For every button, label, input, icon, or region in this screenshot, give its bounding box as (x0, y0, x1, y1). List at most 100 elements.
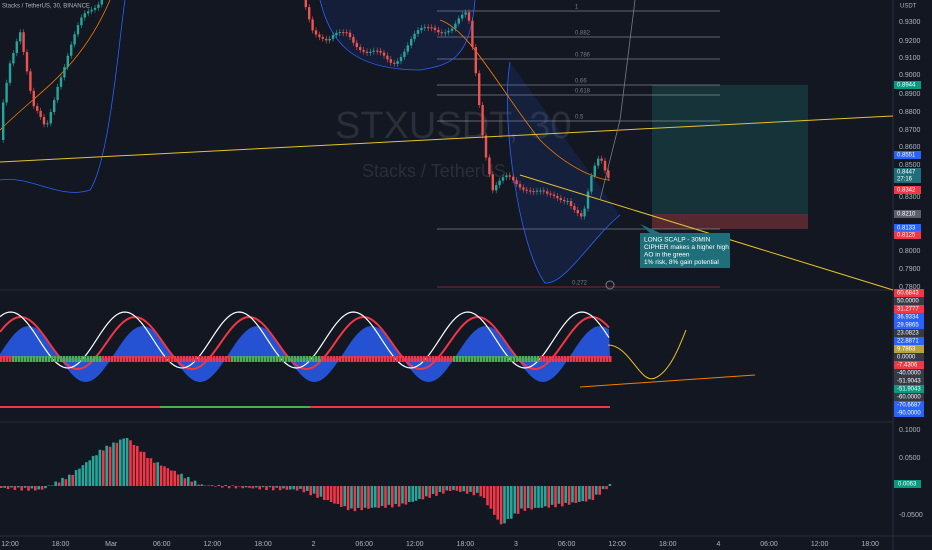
money-flow (315, 356, 318, 362)
candle-body (501, 177, 505, 181)
ao-bar (10, 486, 13, 488)
price-label: 0.8300 (899, 194, 921, 201)
long-stop-zone (652, 214, 808, 229)
ao-bar (584, 486, 588, 502)
money-flow (36, 356, 39, 362)
money-flow (585, 356, 588, 362)
money-flow (297, 356, 300, 362)
osc-badge-label: -70.6687 (897, 403, 921, 409)
money-flow (414, 356, 417, 362)
money-flow (60, 356, 63, 362)
ao-bar (418, 486, 421, 500)
ao-bar (173, 470, 176, 486)
money-flow (444, 356, 447, 362)
ao-bar (146, 457, 149, 486)
candle-body (100, 0, 103, 5)
candle-body (348, 32, 352, 38)
money-flow (63, 356, 66, 362)
time-label: 06:00 (355, 541, 373, 548)
candle-body (542, 190, 545, 192)
ao-bar (149, 458, 153, 486)
osc-badge (894, 369, 924, 377)
osc-badge (894, 361, 924, 369)
ao-bar (78, 468, 81, 486)
wave-area (0, 326, 610, 382)
ao-label: -0.0500 (899, 512, 923, 519)
money-flow (510, 356, 513, 362)
time-label: 12:00 (1, 541, 19, 548)
money-flow (240, 356, 243, 362)
ao-bar (64, 479, 68, 486)
money-flow (126, 356, 129, 362)
candle-body (5, 82, 8, 103)
time-label: 18:00 (457, 541, 475, 548)
money-flow (279, 356, 282, 362)
candle-body (447, 30, 450, 33)
money-flow (495, 356, 498, 362)
money-flow (90, 356, 93, 362)
money-flow (555, 356, 558, 362)
osc-badge (894, 409, 924, 417)
ao-bar (411, 486, 414, 502)
osc-badge (894, 377, 924, 385)
money-flow (324, 356, 327, 362)
money-flow (189, 356, 192, 362)
axes: 0.9300 0.9200 0.9100 0.9000 0.8900 0.8800 0.87… (1, 19, 924, 548)
time-label: 12:00 (811, 541, 829, 548)
money-flow (93, 356, 96, 362)
price-badge-label: 0.8551 (897, 153, 916, 159)
ao-bar (448, 486, 452, 492)
ao-bar (30, 486, 34, 489)
ao-bar (224, 485, 227, 486)
ao-bar (74, 470, 78, 486)
ao-bar (91, 455, 95, 486)
ao-bar (204, 485, 207, 487)
time-label: 06:00 (760, 541, 778, 548)
awesome-oscillator (0, 437, 612, 525)
ao-bar (336, 486, 340, 504)
ao-bar (401, 486, 404, 504)
ao-bar (13, 486, 17, 490)
fib-label: 0.272 (572, 281, 588, 287)
candle-body (461, 14, 464, 19)
candle-body (29, 71, 32, 91)
money-flow (21, 356, 24, 362)
trend-bar (160, 406, 310, 408)
ao-bar (503, 486, 506, 524)
currency: USDT (900, 4, 917, 10)
money-flow (378, 356, 381, 362)
candle-body (420, 27, 423, 31)
candle-body (471, 20, 474, 48)
ao-bar (272, 486, 275, 491)
money-flow (570, 356, 573, 362)
candle-body (369, 51, 372, 53)
time-label: Mar (105, 541, 118, 548)
osc-badge (894, 345, 924, 353)
price-badge-label: 0.8210 (897, 212, 916, 218)
ao-bar (197, 484, 200, 486)
ao-bar (68, 474, 71, 486)
money-flow (483, 356, 486, 362)
money-flow (219, 356, 222, 362)
money-flow (177, 356, 180, 362)
money-flow (51, 356, 54, 362)
candle-body (467, 12, 471, 21)
candle-body (427, 27, 430, 29)
time-label: 3 (514, 541, 518, 548)
candle-body (406, 45, 409, 52)
money-flow (87, 356, 90, 362)
ao-bar (489, 486, 493, 509)
money-flow (480, 356, 483, 362)
money-flow (117, 356, 120, 362)
money-flow (432, 356, 435, 362)
ao-bar (493, 486, 496, 515)
candle-body (484, 135, 488, 158)
ao-bar (544, 486, 547, 507)
candle-body (352, 37, 355, 43)
ao-bar (601, 486, 605, 490)
ao-bar (595, 486, 598, 495)
money-flow (318, 356, 321, 362)
osc-badge-label: 50.0000 (897, 299, 919, 305)
money-flow (471, 356, 474, 362)
ao-bar (571, 486, 574, 503)
